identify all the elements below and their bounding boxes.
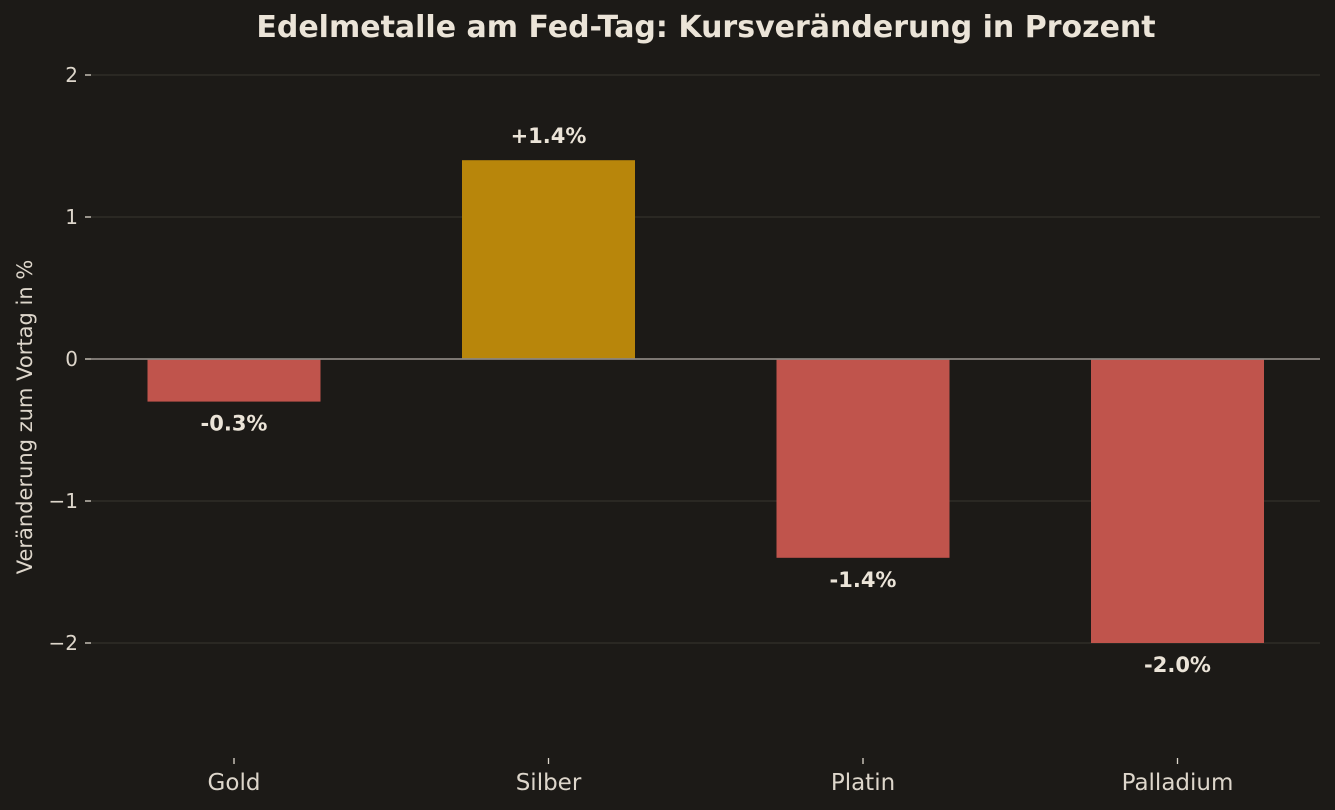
y-axis-label: Veränderung zum Vortag in %	[13, 260, 37, 575]
x-axis-ticks: Gold Silber Platin Palladium	[208, 758, 1234, 796]
y-tick-label: 2	[65, 63, 78, 87]
y-tick-label: −1	[49, 489, 78, 513]
bar-platin	[776, 359, 950, 558]
x-tick-label: Gold	[208, 770, 261, 796]
y-tick-label: −2	[49, 631, 78, 655]
bar-palladium	[1091, 359, 1264, 643]
chart-title: Edelmetalle am Fed-Tag: Kursveränderung …	[256, 10, 1155, 45]
x-tick-label: Palladium	[1122, 770, 1234, 796]
data-labels: -0.3% +1.4% -1.4% -2.0%	[201, 124, 1211, 677]
data-label: +1.4%	[511, 124, 587, 148]
y-tick-label: 1	[65, 205, 78, 229]
data-label: -1.4%	[830, 568, 897, 592]
x-tick-label: Silber	[516, 770, 582, 796]
data-label: -0.3%	[201, 412, 268, 436]
bars	[147, 160, 1264, 643]
bar-silber	[462, 160, 635, 359]
y-tick-label: 0	[65, 347, 78, 371]
data-label: -2.0%	[1144, 653, 1211, 677]
bar-gold	[147, 359, 321, 402]
y-axis-ticks: 2 1 0 −1 −2	[49, 63, 91, 655]
x-tick-label: Platin	[831, 770, 895, 796]
